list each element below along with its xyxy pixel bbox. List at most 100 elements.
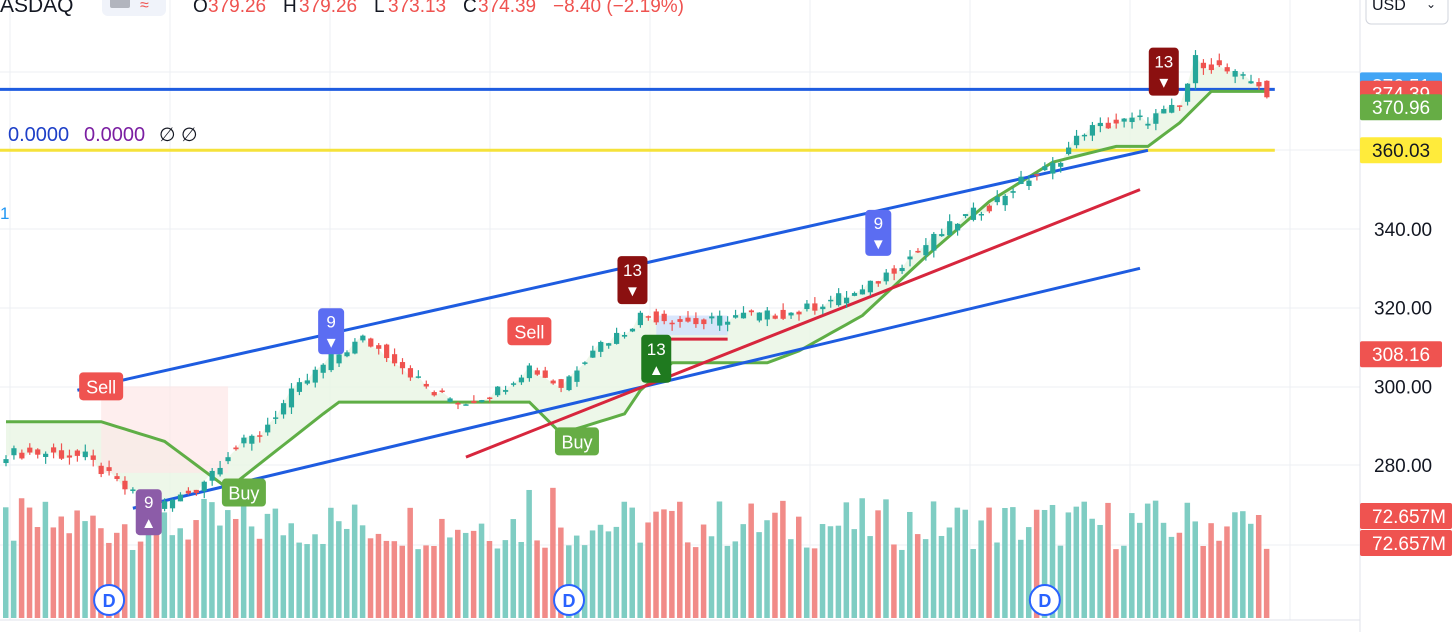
candle-body: [558, 379, 564, 388]
volume-bar: [502, 540, 509, 618]
volume-bar: [1160, 522, 1167, 618]
candle-body: [1200, 62, 1207, 69]
volume-bar: [272, 508, 279, 618]
volume-bar: [1041, 509, 1048, 618]
volume-bar: [351, 504, 358, 618]
volume-bar: [669, 510, 675, 618]
volume-bar: [1018, 539, 1024, 618]
volume-bar: [1232, 512, 1238, 618]
candle-body: [43, 453, 49, 457]
volume-bar: [1152, 500, 1159, 618]
candle-body: [518, 377, 525, 383]
candle-body: [1232, 70, 1238, 77]
volume-bar: [542, 547, 548, 618]
candle-body: [90, 455, 96, 460]
candle-body: [162, 501, 168, 509]
price-label-badge: [1360, 341, 1442, 368]
candle-body: [177, 494, 184, 502]
candle-body: [1153, 113, 1159, 124]
volume-bar: [359, 525, 366, 618]
volume-bar: [645, 522, 651, 618]
volume-bar: [677, 501, 683, 618]
volume-bar: [1097, 524, 1103, 618]
candle-body: [1256, 82, 1262, 87]
candle-body: [883, 272, 889, 282]
wave-icon[interactable]: ≈: [140, 0, 149, 14]
volume-bar: [994, 542, 1000, 618]
volume-bar: [732, 541, 739, 618]
volume-bar: [1176, 532, 1183, 618]
signal-buy-badge: [221, 478, 266, 507]
volume-bar: [1025, 527, 1032, 618]
candle-body: [836, 293, 842, 306]
currency-selector[interactable]: [1365, 0, 1449, 25]
signal-sell-badge: [79, 372, 124, 401]
high-value: 379.26: [299, 0, 357, 17]
upper-trend-line: [77, 148, 1149, 392]
candle-body: [645, 316, 651, 318]
candle-body: [1169, 104, 1175, 113]
candle-body: [931, 233, 937, 251]
volume-bar: [486, 540, 493, 618]
volume-bar: [1121, 545, 1127, 618]
volume-bar: [82, 521, 88, 618]
candle-body: [122, 480, 128, 490]
candle-body: [970, 207, 977, 220]
volume-bar: [1248, 523, 1254, 618]
volume-bar: [780, 500, 786, 618]
candle-body: [1264, 80, 1270, 98]
candle-body: [653, 311, 659, 323]
candle-body: [1248, 81, 1254, 84]
volume-bar: [1065, 512, 1072, 618]
candle-body: [185, 490, 191, 494]
candle-body: [1184, 83, 1191, 102]
candle-body: [955, 223, 961, 231]
candle-body: [1113, 119, 1119, 124]
volume-bar: [391, 541, 398, 618]
candle-body: [510, 383, 517, 385]
candle-body: [217, 467, 223, 475]
candle-body: [114, 476, 120, 479]
eye-icon[interactable]: [110, 0, 130, 8]
candle-body: [962, 214, 969, 217]
candle-body: [384, 344, 390, 359]
price-tick-label: 320.00: [1374, 299, 1432, 320]
volume-bar: [375, 533, 382, 618]
volume-bar: [169, 535, 176, 618]
indicator-value-4: ∅: [181, 125, 198, 146]
chevron-down-icon[interactable]: ⌄: [1426, 0, 1436, 11]
candle-body: [859, 289, 866, 295]
volume-bar: [232, 518, 239, 618]
volume-bar: [962, 509, 969, 618]
candle-body: [169, 499, 176, 509]
candle-body: [756, 312, 762, 321]
volume-bar: [1089, 518, 1095, 618]
candle-body: [978, 213, 984, 216]
volume-bar: [42, 501, 49, 618]
candle-body: [3, 459, 9, 464]
volume-bar: [304, 544, 310, 618]
change-value: −8.40 (−2.19%): [553, 0, 684, 17]
candle-body: [709, 316, 715, 319]
candle-body: [35, 449, 41, 455]
volume-bar: [510, 519, 517, 618]
candle-body: [788, 312, 794, 316]
candle-body: [479, 400, 485, 403]
volume-bar: [1200, 545, 1206, 618]
candle-body: [867, 280, 873, 293]
candle-body: [590, 350, 596, 358]
candle-body: [1161, 109, 1167, 114]
candle-body: [11, 448, 17, 456]
volume-bar: [439, 518, 445, 618]
high-label: H: [283, 0, 297, 17]
volume-bar: [225, 510, 231, 618]
volume-bar: [58, 516, 65, 618]
candlesticks: [3, 50, 1270, 512]
signal-count-label: 13: [1154, 53, 1173, 72]
signal-label: Sell: [86, 377, 116, 397]
price-label-text: 370.96: [1372, 98, 1430, 119]
ohlc-legend: ASDAQ ≈ O 379.26 H 379.26 L 373.13 C 374…: [0, 0, 684, 17]
volume-bar: [1010, 507, 1016, 618]
